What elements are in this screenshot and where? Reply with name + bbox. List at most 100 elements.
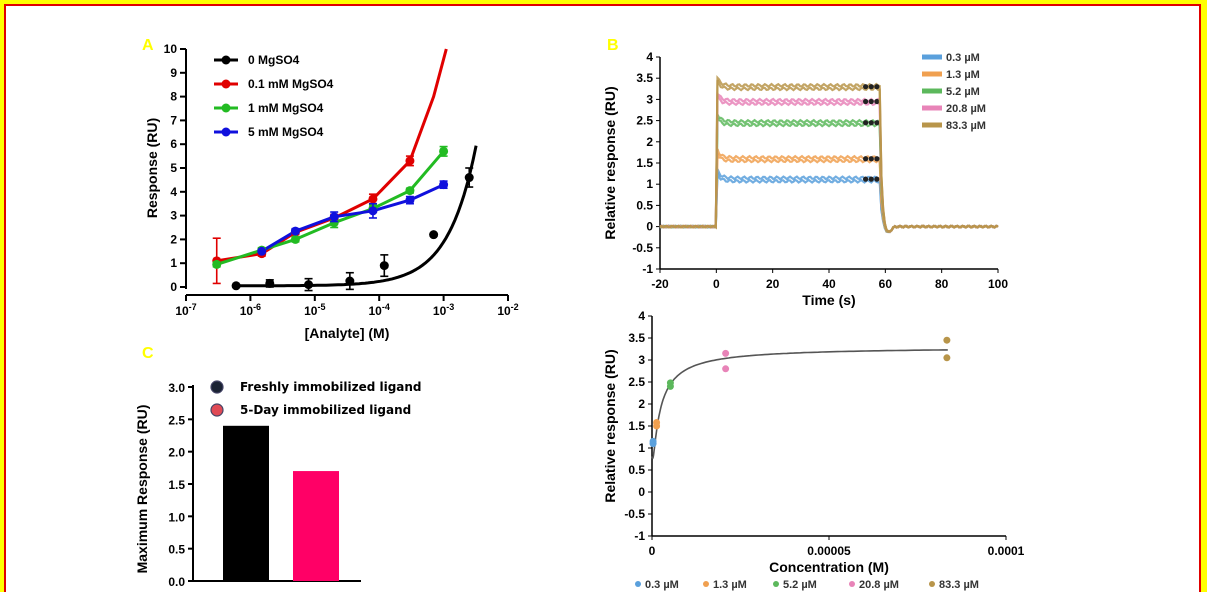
y-tick-label: 4 — [646, 50, 653, 64]
x-tick-label: 60 — [879, 277, 893, 291]
data-point — [379, 261, 389, 271]
legend-label: 0.3 µM — [645, 579, 679, 591]
x-tick-label: 40 — [822, 277, 836, 291]
x-tick-label: 100 — [988, 277, 1008, 291]
legend-marker — [210, 403, 224, 417]
legend-marker — [849, 581, 855, 587]
y-axis-title: Maximum Response (RU) — [134, 405, 150, 574]
y-tick-label: 1.5 — [168, 478, 185, 492]
data-point — [329, 212, 339, 222]
chart-d: -1 -0.5 0 0.5 1 1.5 2 2.5 3 3.5 4 0 0.00005 0.0001 Con… — [602, 309, 1025, 591]
legend-label: 5 mM MgSO4 — [248, 125, 324, 139]
y-tick-label: 1 — [646, 177, 653, 191]
y-tick-label: 2.0 — [168, 446, 185, 460]
y-tick-label: 1.0 — [168, 510, 185, 524]
y-tick-label: 9 — [170, 66, 177, 80]
legend-marker — [929, 581, 935, 587]
x-tick-label: 10-6 — [240, 302, 261, 318]
x-tick-label: -20 — [651, 277, 669, 291]
data-point — [212, 259, 222, 269]
legend-marker — [635, 581, 641, 587]
y-tick-label: 2 — [646, 135, 653, 149]
fit-dot — [863, 98, 869, 105]
data-point — [439, 180, 449, 190]
data-point — [943, 336, 951, 344]
data-point — [666, 379, 674, 387]
y-tick-label: 2 — [170, 232, 177, 246]
chart-b: -1 -0.5 0 0.5 1 1.5 2 2.5 3 3.5 4 -20 0 20 40 60 80 100 Ti… — [602, 50, 1008, 308]
legend-marker — [221, 103, 231, 113]
fit-dot — [874, 176, 880, 182]
fit-dot — [868, 120, 874, 126]
sensorgram-trace — [659, 115, 999, 234]
fit-dot — [874, 156, 880, 162]
legend-label: 5.2 µM — [946, 86, 980, 98]
chart-c: 0.0 0.5 1.0 1.5 2.0 2.5 3.0 Maximum Response (R… — [134, 380, 422, 589]
x-tick-label: 0.00005 — [807, 544, 851, 558]
x-tick-label: 10-3 — [433, 302, 454, 318]
y-tick-label: 7 — [170, 113, 177, 127]
y-tick-label: 3 — [170, 209, 177, 223]
legend-label: Freshly immobilized ligand — [240, 380, 422, 394]
data-point — [231, 281, 241, 291]
fit-dot — [863, 176, 869, 182]
legend-label: 83.3 µM — [939, 579, 979, 591]
sensorgram-trace — [659, 114, 999, 234]
sensorgram-trace — [659, 94, 999, 234]
y-tick-label: 0.0 — [168, 575, 185, 589]
data-point — [405, 186, 415, 196]
fit-dot — [863, 156, 869, 162]
fit-dot — [874, 84, 880, 90]
chart-a: 0 1 2 3 4 5 6 7 8 9 10 10-7 10-6 10-5 10-4 10-3 10-2 [Ana… — [144, 42, 519, 341]
y-tick-label: 10 — [164, 42, 178, 56]
legend-marker — [221, 79, 231, 89]
x-tick-label: 0 — [713, 277, 720, 291]
y-tick-label: -1 — [642, 262, 653, 276]
y-tick-label: -1 — [634, 529, 645, 543]
y-axis-title: Relative response (RU) — [602, 349, 618, 502]
data-point — [345, 276, 355, 286]
legend-marker — [221, 127, 231, 137]
data-point — [265, 278, 275, 288]
data-point — [653, 418, 661, 426]
y-tick-label: 1.5 — [628, 419, 645, 433]
y-tick-label: 2 — [638, 397, 645, 411]
y-tick-label: 3.5 — [636, 71, 653, 85]
fit-dot — [868, 84, 874, 90]
sensorgram-trace — [659, 153, 999, 234]
data-point — [722, 365, 730, 373]
sensorgram-trace — [660, 172, 999, 234]
legend-marker — [773, 581, 779, 587]
x-tick-label: 10-5 — [304, 302, 325, 318]
sensorgram-trace — [659, 168, 999, 234]
x-tick-label: 0 — [649, 544, 656, 558]
legend-marker — [703, 581, 709, 587]
fit-dot — [863, 84, 869, 90]
y-tick-label: 1 — [638, 441, 645, 455]
legend-label: 0.3 µM — [946, 52, 980, 64]
data-point — [290, 234, 300, 244]
y-tick-label: 5 — [170, 161, 177, 175]
x-tick-label: 0.0001 — [988, 544, 1025, 558]
y-tick-label: 2.5 — [168, 413, 185, 427]
sensorgram-trace — [659, 79, 999, 234]
y-tick-label: 0 — [638, 485, 645, 499]
fit-dot — [874, 98, 880, 105]
panel-letter-c: C — [142, 345, 154, 362]
fit-dot — [874, 120, 880, 126]
fit-curve-0 — [236, 145, 478, 288]
y-tick-label: 3 — [638, 353, 645, 367]
x-tick-label: 20 — [766, 277, 780, 291]
legend-label: 5.2 µM — [783, 579, 817, 591]
data-point — [429, 230, 439, 240]
legend-label: 1.3 µM — [713, 579, 747, 591]
y-tick-label: 0.5 — [636, 198, 653, 212]
y-tick-label: 3.5 — [628, 331, 645, 345]
y-tick-label: -0.5 — [624, 507, 645, 521]
legend-label: 83.3 µM — [946, 120, 986, 132]
data-point — [649, 437, 657, 445]
y-tick-label: 0.5 — [628, 463, 645, 477]
legend-marker — [210, 380, 224, 394]
legend-label: 20.8 µM — [946, 103, 986, 115]
